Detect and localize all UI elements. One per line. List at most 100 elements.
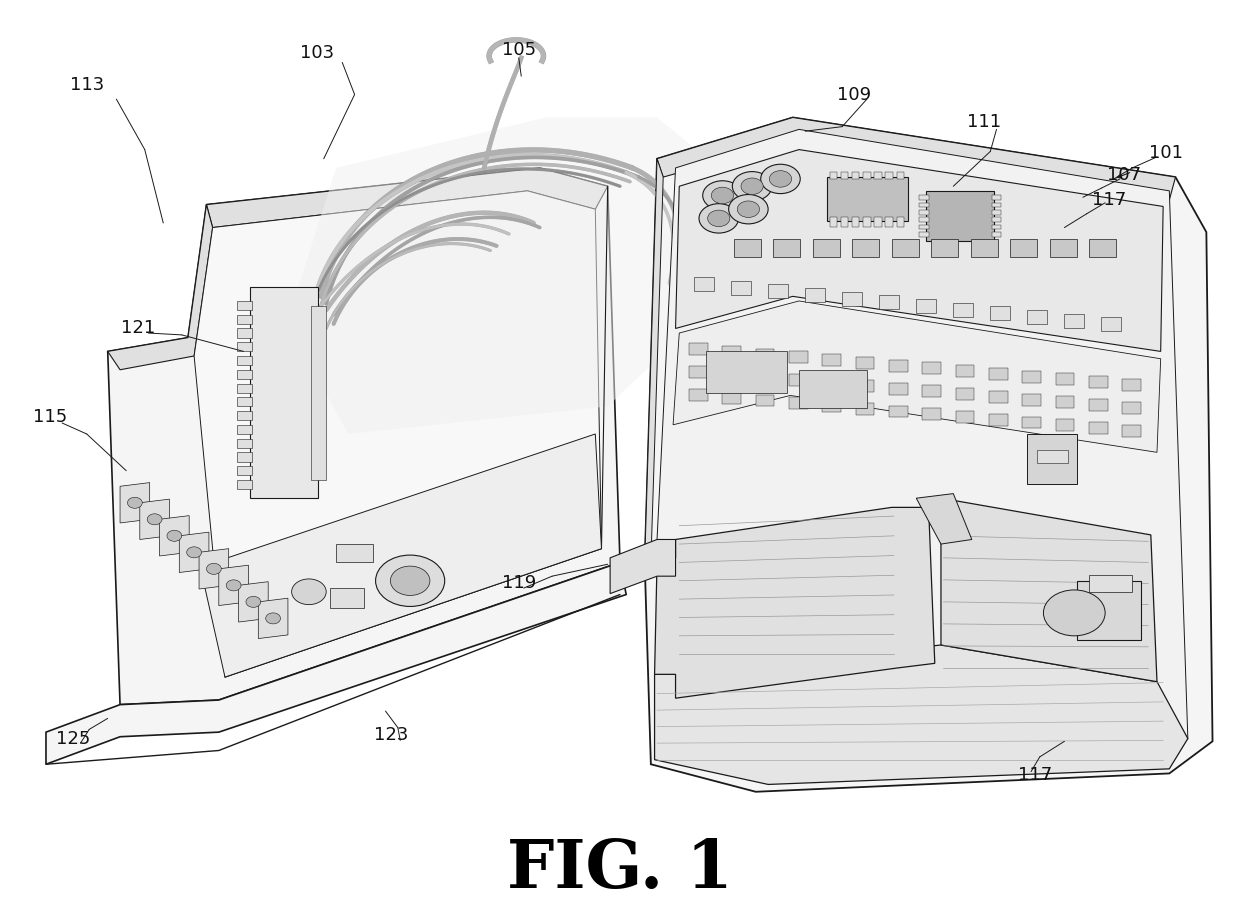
- Text: FIG. 1: FIG. 1: [507, 837, 733, 903]
- Bar: [1023, 371, 1040, 383]
- Text: 117: 117: [1018, 766, 1052, 785]
- Text: 115: 115: [32, 409, 67, 426]
- Bar: [734, 238, 760, 257]
- Bar: [789, 375, 807, 386]
- Bar: [249, 287, 317, 498]
- Bar: [956, 411, 975, 423]
- Polygon shape: [207, 168, 608, 228]
- Bar: [827, 177, 908, 222]
- Bar: [879, 295, 899, 309]
- Bar: [723, 346, 742, 358]
- Bar: [926, 191, 994, 241]
- Circle shape: [207, 563, 221, 574]
- Circle shape: [291, 579, 326, 605]
- Polygon shape: [676, 150, 1163, 352]
- Bar: [856, 402, 874, 414]
- Bar: [789, 352, 807, 364]
- Bar: [852, 218, 859, 227]
- Polygon shape: [108, 168, 620, 704]
- Circle shape: [187, 546, 202, 557]
- Bar: [956, 388, 975, 400]
- Bar: [723, 391, 742, 403]
- Bar: [1064, 314, 1084, 328]
- Bar: [954, 303, 973, 317]
- Circle shape: [1043, 590, 1105, 636]
- Bar: [856, 357, 874, 369]
- Polygon shape: [108, 205, 212, 370]
- Bar: [1023, 393, 1040, 405]
- Bar: [841, 172, 848, 179]
- Circle shape: [699, 204, 739, 233]
- Text: 101: 101: [1148, 144, 1183, 162]
- Bar: [768, 284, 787, 298]
- Text: 123: 123: [374, 725, 409, 744]
- Bar: [992, 218, 1002, 222]
- Bar: [311, 306, 326, 480]
- Polygon shape: [642, 159, 663, 562]
- Bar: [773, 238, 800, 257]
- Bar: [756, 372, 774, 384]
- Bar: [919, 218, 929, 222]
- Bar: [1011, 238, 1037, 257]
- Bar: [812, 238, 839, 257]
- Bar: [237, 480, 252, 489]
- Bar: [1028, 434, 1076, 485]
- Bar: [830, 218, 837, 227]
- Bar: [1122, 425, 1141, 437]
- Bar: [237, 315, 252, 324]
- Bar: [1089, 377, 1107, 388]
- Circle shape: [148, 514, 162, 525]
- Circle shape: [391, 566, 430, 595]
- Bar: [919, 210, 929, 215]
- Bar: [723, 369, 742, 381]
- Bar: [822, 400, 841, 412]
- Bar: [1037, 450, 1068, 463]
- Circle shape: [712, 187, 734, 204]
- Circle shape: [376, 555, 445, 606]
- Bar: [756, 349, 774, 361]
- Bar: [841, 218, 848, 227]
- Bar: [237, 342, 252, 352]
- Bar: [822, 354, 841, 366]
- Bar: [1028, 310, 1047, 324]
- Bar: [237, 466, 252, 475]
- Bar: [885, 218, 893, 227]
- Bar: [842, 292, 862, 306]
- Bar: [892, 238, 919, 257]
- Bar: [992, 225, 1002, 230]
- Bar: [1049, 238, 1076, 257]
- Bar: [923, 385, 941, 397]
- Bar: [897, 218, 904, 227]
- Bar: [1089, 399, 1107, 411]
- Circle shape: [760, 164, 800, 194]
- Bar: [1055, 419, 1074, 431]
- Bar: [897, 172, 904, 179]
- Polygon shape: [238, 581, 268, 622]
- Polygon shape: [916, 494, 972, 544]
- Bar: [237, 370, 252, 379]
- Bar: [919, 196, 929, 200]
- Polygon shape: [46, 562, 626, 764]
- Bar: [923, 408, 941, 420]
- Bar: [971, 238, 998, 257]
- Bar: [237, 411, 252, 420]
- Bar: [694, 277, 714, 291]
- Bar: [330, 588, 365, 608]
- Bar: [956, 366, 975, 378]
- Polygon shape: [218, 565, 248, 605]
- Polygon shape: [201, 434, 601, 677]
- Bar: [856, 380, 874, 391]
- Bar: [992, 233, 1002, 236]
- Bar: [1023, 416, 1040, 428]
- Polygon shape: [645, 117, 1213, 792]
- Bar: [889, 383, 908, 394]
- Bar: [756, 394, 774, 406]
- Bar: [992, 203, 1002, 208]
- Bar: [990, 368, 1008, 380]
- Bar: [789, 397, 807, 409]
- Bar: [916, 299, 936, 313]
- Text: 121: 121: [122, 319, 156, 338]
- Bar: [1089, 575, 1132, 592]
- Bar: [863, 218, 870, 227]
- Bar: [237, 384, 252, 392]
